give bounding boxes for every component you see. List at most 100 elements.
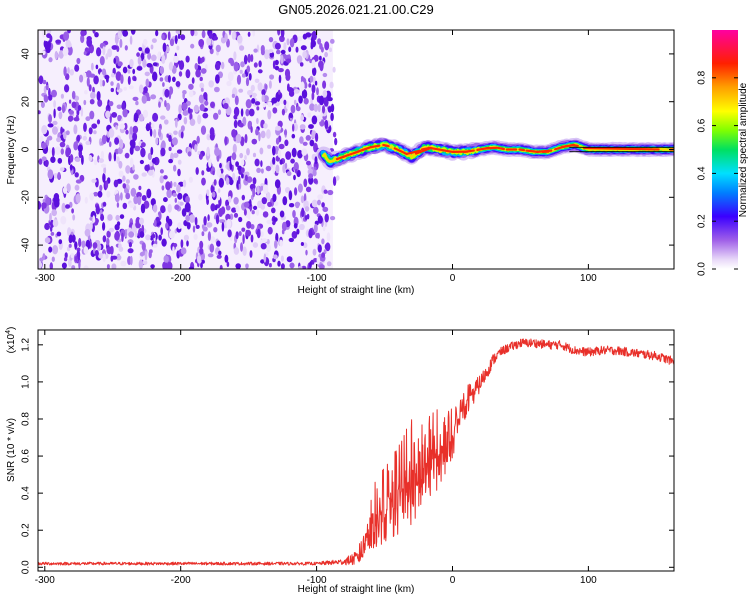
noise-speck: [247, 53, 251, 63]
noise-speck: [100, 150, 105, 160]
x-tick-label: -300: [35, 273, 55, 284]
noise-speck: [326, 261, 332, 267]
noise-speck: [200, 262, 203, 269]
colorbar-tick-label: 0.4: [697, 166, 708, 180]
noise-speck: [250, 126, 253, 133]
ridge-peak: [582, 146, 660, 151]
noise-speck: [237, 165, 243, 172]
noise-speck: [286, 38, 290, 46]
noise-speck: [272, 145, 276, 156]
noise-speck: [165, 102, 171, 111]
noise-speck: [227, 71, 234, 82]
noise-speck: [47, 169, 54, 180]
noise-speck: [206, 198, 210, 206]
noise-speck: [138, 47, 143, 52]
noise-speck: [322, 72, 328, 78]
ridge-peak: [351, 150, 360, 155]
noise-speck: [113, 57, 116, 64]
noise-speck: [285, 220, 291, 228]
noise-speck: [68, 110, 75, 115]
noise-speck: [303, 242, 308, 249]
noise-speck: [38, 75, 44, 85]
y-tick-label: -20: [21, 190, 32, 205]
noise-speck: [301, 265, 307, 269]
noise-speck: [305, 186, 312, 193]
x-tick-label: 0: [450, 575, 456, 586]
y-tick-label: 0.2: [21, 523, 32, 537]
noise-speck: [193, 30, 198, 36]
ridge-peak: [357, 145, 373, 153]
noise-speck: [317, 199, 321, 206]
noise-speck: [252, 30, 256, 37]
noise-speck: [274, 179, 281, 189]
y-tick-label: 0.0: [21, 560, 32, 574]
noise-speck: [277, 30, 281, 36]
noise-speck: [324, 243, 329, 250]
noise-speck: [178, 104, 182, 114]
noise-speck: [280, 54, 284, 64]
noise-speck: [185, 195, 190, 204]
noise-speck: [76, 134, 81, 142]
noise-speck: [317, 38, 322, 45]
noise-speck: [188, 83, 194, 90]
noise-speck: [151, 38, 157, 43]
noise-speck: [282, 196, 288, 206]
noise-speck: [38, 260, 43, 269]
noise-speck: [330, 112, 334, 122]
noise-speck: [217, 109, 222, 115]
noise-speck: [198, 39, 205, 47]
noise-speck: [280, 49, 286, 55]
noise-speck: [183, 234, 189, 241]
noise-speck: [118, 170, 124, 177]
noise-speck: [231, 31, 236, 40]
noise-speck: [55, 39, 62, 44]
noise-speck: [123, 86, 127, 91]
noise-speck: [277, 149, 282, 158]
noise-speck: [182, 109, 189, 116]
noise-speck: [52, 126, 58, 135]
noise-speck: [67, 227, 72, 237]
ridge-peak: [484, 146, 499, 150]
noise-speck: [221, 222, 225, 232]
noise-speck: [101, 80, 106, 87]
noise-speck: [207, 214, 210, 222]
noise-speck: [91, 62, 94, 71]
noise-speck: [63, 257, 68, 262]
noise-speck: [260, 243, 267, 250]
noise-speck: [42, 253, 46, 260]
noise-speck: [155, 137, 159, 145]
noise-speck: [141, 242, 146, 251]
noise-speck: [304, 206, 310, 212]
noise-speck: [75, 193, 81, 204]
noise-speck: [258, 60, 262, 68]
colorbar-label: Normalized spectral amplitude: [738, 82, 749, 217]
noise-speck: [99, 78, 103, 87]
noise-speck: [308, 229, 313, 239]
noise-speck: [127, 248, 134, 254]
noise-speck: [266, 239, 270, 245]
noise-speck: [173, 181, 177, 187]
noise-speck: [88, 154, 93, 162]
colorbar: 0.0 0.2 0.4 0.6 0.8 Normalized spectral ampl…: [697, 30, 749, 276]
noise-speck: [285, 187, 291, 194]
noise-speck: [295, 169, 298, 174]
noise-speck: [281, 108, 285, 116]
noise-speck: [182, 92, 185, 100]
noise-speck: [279, 210, 285, 218]
x-tick-label: -100: [307, 273, 327, 284]
noise-speck: [189, 214, 196, 223]
noise-speck: [245, 229, 252, 237]
noise-speck: [185, 214, 190, 222]
noise-speck: [267, 101, 273, 108]
noise-speck: [48, 246, 53, 253]
noise-speck: [140, 203, 146, 214]
noise-speck: [238, 231, 242, 237]
noise-speck: [60, 126, 63, 135]
noise-speck: [193, 104, 200, 113]
noise-speck: [293, 223, 298, 229]
noise-speck: [160, 205, 166, 214]
noise-speck: [272, 107, 278, 114]
noise-speck: [329, 47, 332, 53]
noise-speck: [285, 151, 292, 160]
noise-speck: [206, 166, 212, 172]
